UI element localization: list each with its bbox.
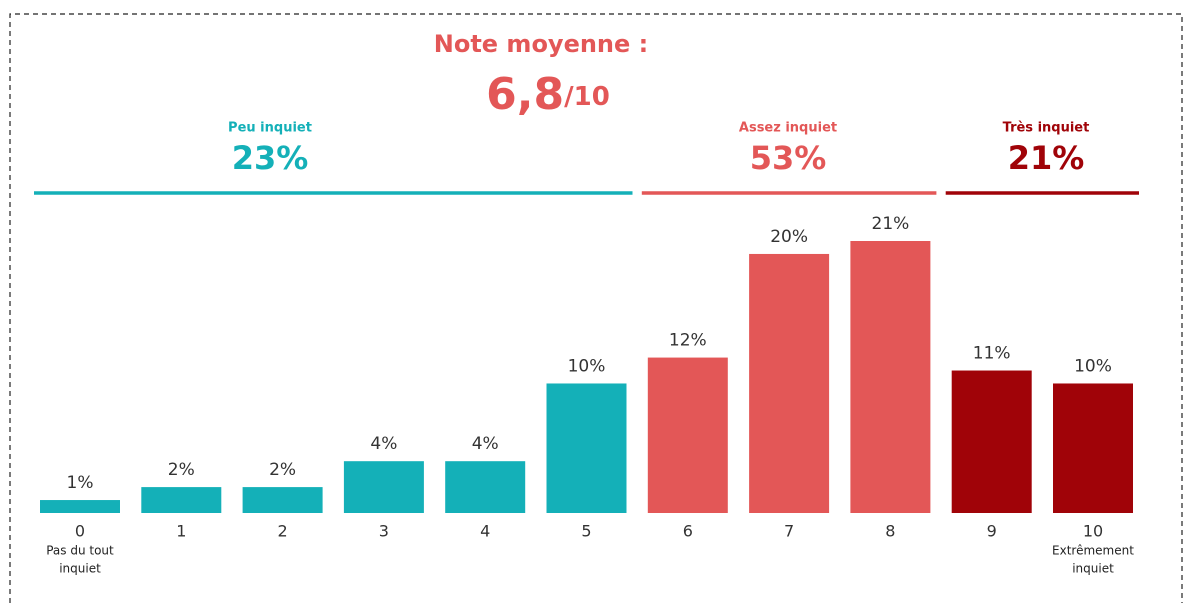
bar	[343, 461, 424, 513]
category-note: inquiet	[59, 562, 101, 576]
chart-title: Note moyenne :	[434, 30, 649, 58]
value-label: 11%	[973, 344, 1011, 364]
group-value: 53%	[750, 139, 827, 177]
value-label: 10%	[1074, 356, 1112, 376]
value-label: 1%	[67, 473, 94, 493]
bar	[749, 253, 830, 513]
value-label: 4%	[472, 434, 499, 454]
bar	[647, 357, 728, 513]
category-note: Extrêmement	[1052, 544, 1134, 558]
bar	[1053, 383, 1133, 513]
x-tick-label: 3	[379, 522, 389, 541]
bar	[40, 500, 120, 513]
bar	[850, 241, 931, 513]
value-label: 12%	[669, 331, 707, 351]
bar	[141, 487, 222, 513]
x-tick-label: 9	[987, 522, 997, 541]
dashed-frame	[9, 13, 1183, 603]
x-tick-label: 4	[480, 522, 490, 541]
bar	[242, 487, 323, 513]
value-label: 2%	[269, 460, 296, 480]
bar	[546, 383, 627, 513]
score-value: 6,8	[486, 69, 564, 120]
x-tick-label: 5	[581, 522, 591, 541]
score-suffix: /10	[564, 82, 610, 112]
x-tick-label: 0	[75, 522, 85, 541]
x-tick-label: 8	[885, 522, 895, 541]
x-tick-label: 7	[784, 522, 794, 541]
score: 6,8/10	[486, 69, 610, 120]
group-value: 23%	[232, 139, 309, 177]
x-tick-label: 6	[683, 522, 693, 541]
category-note: Pas du tout	[46, 544, 114, 558]
bar	[445, 461, 526, 513]
x-tick-label: 10	[1083, 522, 1103, 541]
value-label: 21%	[872, 214, 910, 234]
group-value: 21%	[1008, 139, 1085, 177]
bar	[951, 370, 1032, 513]
value-label: 10%	[568, 356, 606, 376]
x-tick-label: 2	[278, 522, 288, 541]
value-label: 4%	[370, 434, 397, 454]
x-tick-label: 1	[176, 522, 186, 541]
group-name: Très inquiet	[1003, 121, 1090, 136]
value-label: 20%	[770, 227, 808, 247]
value-label: 2%	[168, 460, 195, 480]
group-name: Peu inquiet	[228, 121, 312, 136]
group-name: Assez inquiet	[739, 121, 837, 136]
category-note: inquiet	[1072, 562, 1114, 576]
